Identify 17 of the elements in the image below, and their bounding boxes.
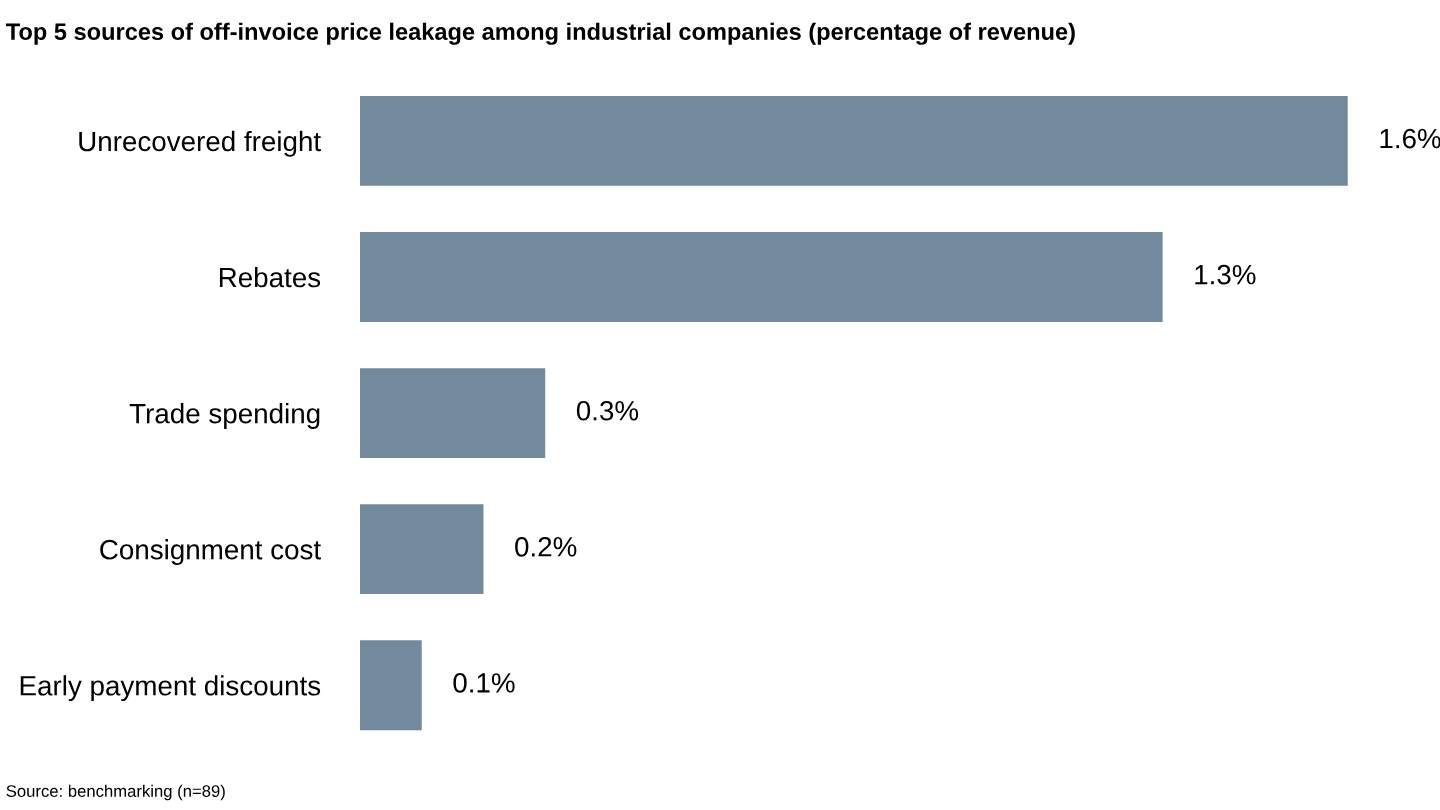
data-label: 1.3%	[1195, 264, 1256, 285]
bar	[360, 640, 422, 731]
bar	[360, 232, 1163, 322]
bar	[360, 504, 484, 595]
y-tick-label: Trade spending	[129, 403, 320, 429]
y-tick-label: Consignment cost	[100, 539, 321, 566]
data-label: 0.3%	[576, 400, 639, 421]
chart-title: Top 5 sources of off-invoice price leakage among industrial companies (percentage of revenue)	[6, 22, 1075, 45]
source-note: Source: benchmarking (n=89)	[6, 784, 225, 801]
data-label: 1.6%	[1380, 128, 1440, 149]
bar	[360, 368, 546, 459]
y-tick-label: Rebates	[219, 266, 321, 288]
data-label: 0.2%	[515, 536, 577, 557]
y-tick-label: Unrecovered freight	[79, 130, 321, 157]
y-tick-label: Early payment discounts	[20, 675, 321, 702]
data-label: 0.1%	[453, 673, 515, 693]
bar	[360, 96, 1348, 186]
